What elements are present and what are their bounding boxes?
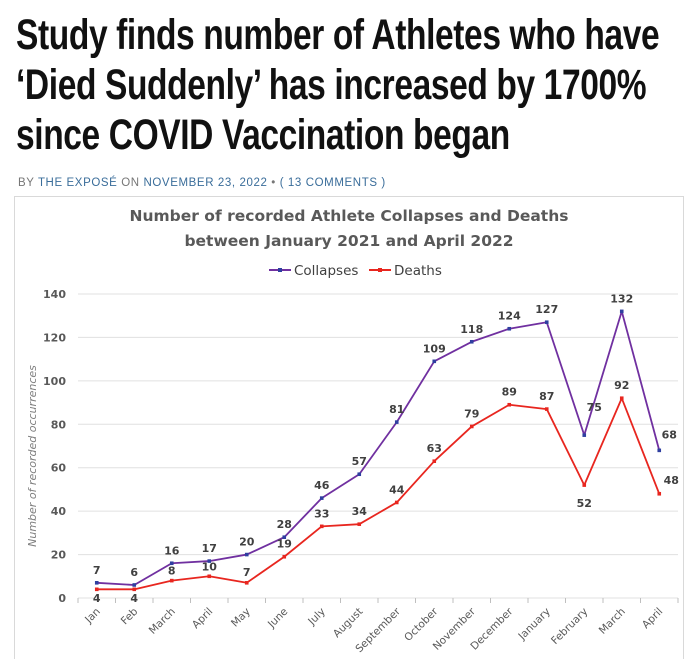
data-point [657, 448, 662, 453]
data-label: 52 [577, 497, 592, 510]
y-tick-label: 120 [43, 331, 66, 344]
data-point [207, 559, 212, 563]
y-tick-label: 100 [43, 375, 66, 388]
chart-frame [14, 196, 684, 659]
author-link[interactable]: THE EXPOSÉ [37, 177, 118, 189]
legend-marker [378, 268, 382, 272]
data-point [169, 578, 174, 583]
series-line [96, 397, 661, 591]
data-label: 6 [130, 566, 138, 579]
data-point [469, 424, 474, 429]
data-label: 7 [93, 564, 101, 577]
data-label: 17 [202, 542, 217, 555]
y-axis: 0 20 40 60 80 100 120 140 [43, 288, 66, 605]
data-label: 118 [460, 323, 483, 336]
data-point [469, 339, 474, 344]
data-label: 8 [168, 565, 176, 578]
chart-title-line-2: between January 2021 and April 2022 [184, 232, 513, 250]
y-tick-label: 40 [51, 505, 67, 518]
data-label: 109 [423, 342, 446, 355]
data-point [432, 359, 437, 364]
data-point [582, 433, 587, 437]
data-label: 7 [243, 566, 251, 579]
data-label: 57 [352, 455, 367, 468]
y-tick-label: 0 [58, 592, 66, 605]
data-point [94, 587, 99, 592]
data-label: 75 [587, 401, 602, 414]
data-point [132, 583, 137, 587]
data-label: 63 [427, 442, 442, 455]
chart-container: Number of recorded Athlete Collapses and… [14, 196, 684, 659]
data-point [282, 554, 287, 559]
chart-title-line-1: Number of recorded Athlete Collapses and… [130, 207, 569, 225]
data-point [319, 524, 324, 529]
headline-line-2: ‘Died Suddenly’ has increased by 1700% [16, 61, 647, 109]
data-point [657, 491, 662, 496]
headline-line-3: since COVID Vaccination began [16, 111, 510, 159]
y-tick-label: 60 [51, 462, 67, 475]
data-label: 89 [502, 386, 517, 399]
date-link[interactable]: NOVEMBER 23, 2022 [143, 177, 268, 189]
byline-on: ON [121, 177, 140, 189]
data-point [169, 561, 174, 566]
data-point [432, 459, 437, 463]
data-point [244, 581, 249, 585]
data-label: 33 [314, 507, 329, 520]
y-axis-title: Number of recorded occurrences [26, 365, 39, 547]
data-label: 127 [535, 303, 558, 316]
data-label: 34 [352, 505, 368, 518]
data-point [282, 535, 287, 539]
data-point [507, 326, 512, 331]
data-label: 28 [277, 518, 292, 531]
data-label: 20 [239, 536, 255, 549]
data-label: 79 [464, 407, 479, 420]
chart-legend: Collapses Deaths [269, 263, 442, 279]
data-label: 132 [610, 292, 633, 305]
data-label: 81 [389, 403, 404, 416]
data-point [244, 552, 249, 557]
data-label: 44 [389, 483, 405, 496]
data-label: 68 [662, 428, 677, 441]
data-label: 124 [498, 310, 521, 323]
data-point [132, 587, 137, 592]
data-point [544, 320, 549, 325]
data-point [544, 407, 549, 411]
byline: BY THE EXPOSÉ ON NOVEMBER 23, 2022 • ( 1… [18, 177, 386, 189]
y-tick-label: 20 [51, 549, 67, 562]
data-label: 4 [130, 592, 138, 605]
data-point [207, 574, 212, 579]
data-point [319, 496, 324, 500]
data-label: 16 [164, 544, 180, 557]
data-point [394, 500, 399, 505]
data-label: 46 [314, 479, 330, 492]
byline-prefix: BY [18, 177, 35, 189]
legend-marker [278, 268, 282, 272]
data-point [394, 420, 399, 424]
article-headline: Study finds number of Athletes who have … [16, 10, 687, 160]
data-label: 4 [93, 592, 101, 605]
data-point [619, 309, 624, 314]
data-point [507, 402, 512, 407]
data-point [582, 483, 587, 487]
y-tick-label: 140 [43, 288, 66, 301]
legend-label: Collapses [294, 263, 358, 279]
data-label: 10 [202, 560, 218, 573]
data-label: 87 [539, 390, 554, 403]
data-point [357, 522, 362, 526]
legend-label: Deaths [394, 263, 442, 279]
comments-link[interactable]: ( 13 COMMENTS ) [279, 177, 386, 189]
data-label: 48 [664, 474, 679, 487]
data-label: 92 [614, 379, 629, 392]
series-line [96, 310, 661, 586]
data-point [357, 472, 362, 477]
data-label: 19 [277, 538, 292, 551]
chart-series [94, 309, 662, 592]
data-point [94, 581, 99, 585]
data-point [619, 396, 624, 401]
byline-separator: • [271, 177, 276, 189]
y-tick-label: 80 [51, 418, 67, 431]
headline-line-1: Study finds number of Athletes who have [16, 11, 660, 59]
line-chart: Number of recorded Athlete Collapses and… [26, 207, 679, 655]
